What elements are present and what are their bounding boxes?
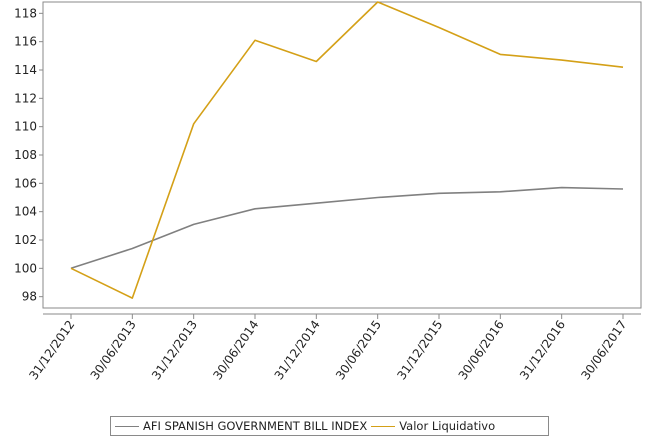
y-tick-label: 110 [14, 120, 37, 134]
series-line-1 [70, 1, 624, 299]
y-tick-label: 102 [14, 233, 37, 247]
y-tick-label: 100 [14, 261, 37, 275]
y-tick-label: 118 [14, 6, 37, 20]
legend-swatch [115, 425, 139, 427]
legend-swatch [371, 425, 396, 427]
x-axis: 31/12/2012 30/06/2013 31/12/2013 30/06/2014… [26, 314, 629, 382]
legend-label: AFI SPANISH GOVERNMENT BILL INDEX [143, 419, 368, 433]
y-tick-label: 116 [14, 35, 37, 49]
x-tick-label: 30/06/2017 [578, 318, 629, 383]
legend-item: AFI SPANISH GOVERNMENT BILL INDEX [115, 419, 367, 433]
y-tick-label: 98 [22, 290, 37, 304]
y-tick-label: 108 [14, 148, 37, 162]
x-tick-label: 31/12/2014 [272, 318, 323, 383]
x-tick-label: 30/06/2015 [333, 318, 384, 383]
y-tick-label: 112 [14, 91, 37, 105]
series-line-0 [70, 186, 624, 270]
x-tick-label: 31/12/2013 [149, 318, 200, 383]
y-tick-label: 104 [14, 205, 37, 219]
x-tick-label: 30/06/2014 [210, 318, 261, 383]
legend-item: Valor Liquidativo [371, 419, 495, 433]
y-tick-label: 114 [14, 63, 37, 77]
y-axis: 98 100 102 104 106 108 110 112 114 116 118 [14, 6, 43, 304]
series-lines [70, 1, 624, 299]
x-tick-label: 30/06/2016 [456, 318, 507, 383]
plot-area [42, 1, 642, 309]
x-tick-label: 31/12/2012 [26, 318, 77, 383]
y-tick-label: 106 [14, 176, 37, 190]
legend-label: Valor Liquidativo [399, 419, 496, 433]
x-tick-label: 31/12/2015 [394, 318, 445, 383]
x-tick-label: 30/06/2013 [88, 318, 139, 383]
legend: AFI SPANISH GOVERNMENT BILL INDEX Valor L… [110, 416, 549, 436]
x-tick-label: 31/12/2016 [517, 318, 568, 383]
